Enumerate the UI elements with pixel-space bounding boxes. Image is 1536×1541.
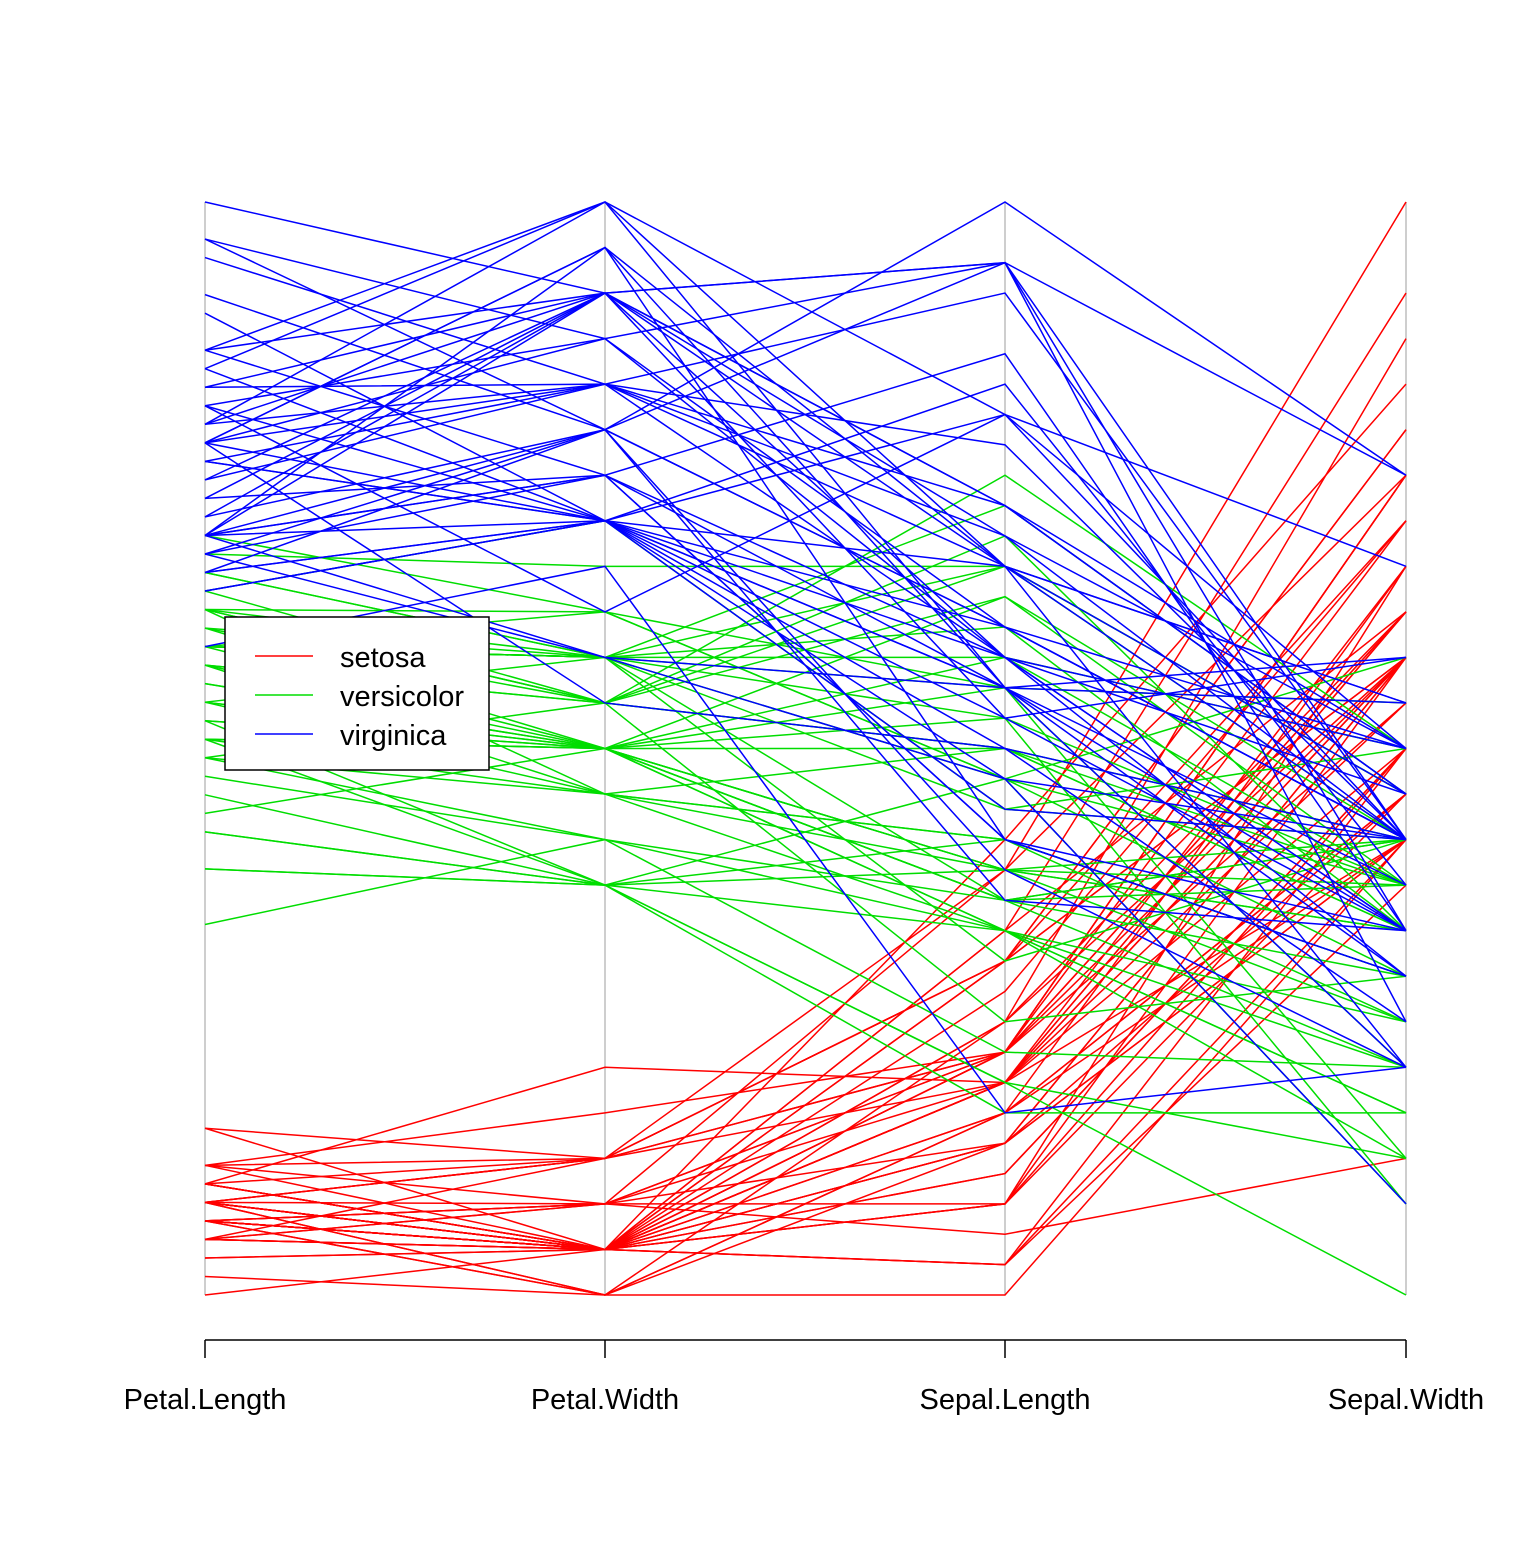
line-virginica-42 bbox=[204, 292, 1407, 795]
line-setosa-24 bbox=[204, 702, 1407, 1167]
tick-label-petal-width: Petal.Width bbox=[531, 1384, 679, 1416]
line-virginica-38 bbox=[204, 460, 1407, 795]
line-virginica-33 bbox=[204, 337, 1407, 932]
line-virginica-43 bbox=[204, 474, 1407, 977]
line-virginica-46 bbox=[204, 292, 1407, 841]
line-setosa-49 bbox=[204, 520, 1407, 1251]
line-versicolor-44 bbox=[204, 868, 1407, 1160]
line-virginica-41 bbox=[204, 246, 1407, 795]
line-virginica-6 bbox=[204, 256, 1407, 841]
line-virginica-30 bbox=[204, 405, 1407, 841]
tick-label-petal-length: Petal.Length bbox=[124, 1384, 287, 1416]
line-virginica-47 bbox=[204, 474, 1407, 1068]
legend-label-versicolor: versicolor bbox=[340, 681, 464, 713]
line-virginica-20 bbox=[204, 553, 1407, 1205]
line-virginica-49 bbox=[204, 292, 1407, 719]
line-virginica-35 bbox=[204, 442, 1407, 1023]
legend-label-virginica: virginica bbox=[340, 720, 447, 752]
line-versicolor-32 bbox=[204, 794, 1407, 1114]
line-versicolor-11 bbox=[204, 831, 1407, 1296]
line-virginica-45 bbox=[204, 201, 1407, 704]
line-versicolor-30 bbox=[204, 831, 1407, 1023]
line-virginica-36 bbox=[204, 261, 1407, 841]
line-virginica-50 bbox=[204, 520, 1407, 841]
line-setosa-43 bbox=[204, 748, 1407, 1266]
line-setosa-47 bbox=[204, 474, 1407, 1251]
line-versicolor-8 bbox=[204, 868, 1406, 1114]
line-virginica-32 bbox=[204, 201, 1407, 476]
legend-label-setosa: setosa bbox=[340, 642, 426, 674]
line-virginica-48 bbox=[204, 428, 1407, 841]
line-versicolor-31 bbox=[204, 775, 1407, 1114]
tick-label-sepal-length: Sepal.Length bbox=[920, 1384, 1091, 1416]
tick-label-sepal-width: Sepal.Width bbox=[1328, 1384, 1484, 1416]
line-virginica-18 bbox=[204, 238, 1407, 476]
line-setosa-42 bbox=[204, 1157, 1407, 1241]
line-versicolor-49 bbox=[204, 838, 1407, 1069]
line-virginica-10 bbox=[204, 201, 1407, 568]
legend: setosa versicolor virginica bbox=[224, 616, 490, 771]
line-virginica-23 bbox=[204, 238, 1407, 932]
line-virginica-12 bbox=[204, 474, 1407, 977]
data-lines bbox=[204, 201, 1407, 1296]
line-versicolor-20 bbox=[204, 757, 1407, 1068]
bottom-axis: Petal.Length Petal.Width Sepal.Length Sepal… bbox=[124, 1339, 1484, 1416]
line-virginica-44 bbox=[204, 292, 1407, 750]
line-setosa-14 bbox=[204, 839, 1407, 1296]
line-virginica-39 bbox=[204, 520, 1407, 841]
line-setosa-44 bbox=[204, 611, 1407, 1185]
legend-box bbox=[224, 616, 490, 771]
